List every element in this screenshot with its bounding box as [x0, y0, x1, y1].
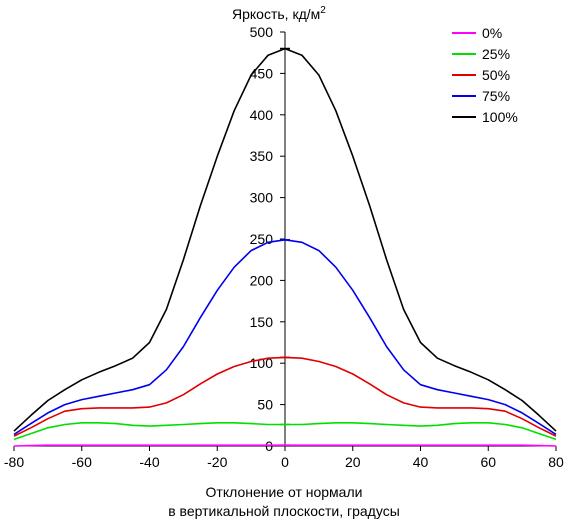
- y-tick-label: 300: [250, 190, 274, 206]
- x-tick-label: -60: [72, 454, 92, 470]
- x-tick-label: -20: [207, 454, 227, 470]
- x-tick-label: -40: [139, 454, 159, 470]
- y-tick-label: 400: [250, 107, 274, 123]
- x-tick-label: 40: [413, 454, 429, 470]
- y-axis-title-superscript: 2: [320, 5, 326, 16]
- legend-label: 50%: [482, 67, 510, 83]
- x-axis-title-line1: Отклонение от нормали: [206, 484, 363, 500]
- y-tick-label: 100: [250, 355, 274, 371]
- x-tick-label: 80: [548, 454, 564, 470]
- y-tick-label: 150: [250, 314, 274, 330]
- legend-label: 25%: [482, 46, 510, 62]
- y-axis-title-main: Яркость, кд/м: [232, 6, 320, 22]
- y-axis-title: Яркость, кд/м2: [232, 5, 326, 22]
- legend-label: 0%: [482, 25, 502, 41]
- x-tick-label: 20: [345, 454, 361, 470]
- x-axis-title-line2: в вертикальной плоскости, градусы: [168, 503, 400, 519]
- y-tick-label: 350: [250, 148, 274, 164]
- y-tick-label: 50: [257, 397, 273, 413]
- y-tick-label: 250: [250, 231, 274, 247]
- x-tick-label: 60: [480, 454, 496, 470]
- y-tick-label: 200: [250, 272, 274, 288]
- x-tick-label: 0: [281, 454, 289, 470]
- series-lines: [13, 47, 557, 447]
- x-tick-label: -80: [4, 454, 24, 470]
- legend-label: 75%: [482, 88, 510, 104]
- y-tick-label: 500: [250, 24, 274, 40]
- legend: 0% 25% 50% 75% 100%: [452, 25, 518, 125]
- axes: -80 -60 -40 -20 0 20 40 60 800501001502002503003…: [4, 24, 564, 470]
- legend-label: 100%: [482, 109, 518, 125]
